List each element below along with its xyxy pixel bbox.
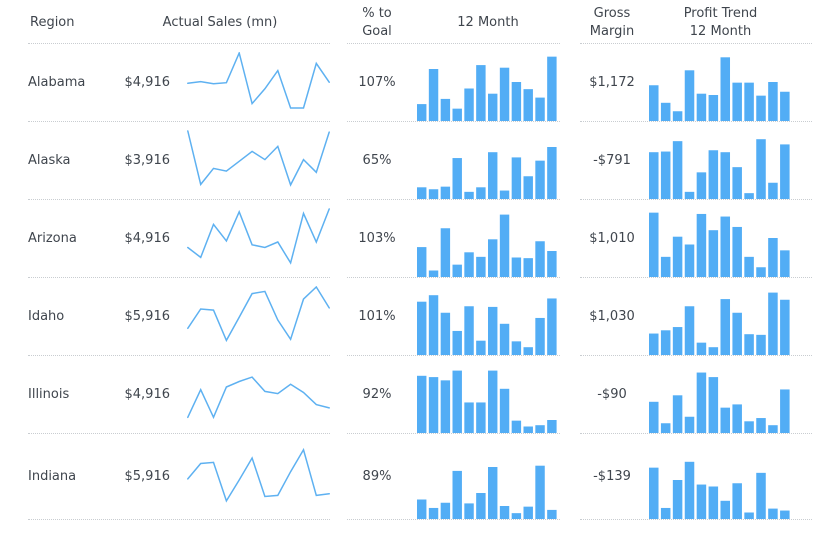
pct-to-goal-value: 92% <box>362 387 392 402</box>
table-row: Alabama $4,916 107% $1,172 <box>0 44 829 122</box>
row-group-margin: -$139 <box>580 434 812 520</box>
row-group-sales: Idaho $5,916 <box>28 278 330 356</box>
region-label: Arizona <box>28 231 77 246</box>
actual-sales-value: $4,916 <box>124 75 171 90</box>
region-label: Indiana <box>28 469 77 484</box>
pct-to-goal-value: 107% <box>358 75 396 90</box>
pct-to-goal-value: 101% <box>358 309 396 324</box>
table-row: Arizona $4,916 103% $1,010 <box>0 200 829 278</box>
region-label: Alabama <box>28 75 86 90</box>
profit-trend-bar-sparkline <box>649 356 792 433</box>
pct-to-goal-value: 65% <box>362 153 392 168</box>
sales-trend-line-sparkline <box>187 434 330 519</box>
gross-margin-value: $1,030 <box>589 309 635 324</box>
twelve-month-bar-sparkline <box>417 200 559 277</box>
row-group-margin: -$791 <box>580 122 812 200</box>
actual-sales-value: $4,916 <box>124 387 171 402</box>
region-label: Idaho <box>28 309 65 324</box>
column-header-pct-to-goal: % to Goal <box>362 6 392 39</box>
actual-sales-value: $5,916 <box>124 469 171 484</box>
row-group-margin: -$90 <box>580 356 812 434</box>
row-group-margin: $1,010 <box>580 200 812 278</box>
row-group-goal: 65% <box>347 122 560 200</box>
gross-margin-value: $1,172 <box>589 75 635 90</box>
profit-trend-bar-sparkline <box>649 44 792 121</box>
sales-trend-line-sparkline <box>187 44 330 121</box>
table-row: Indiana $5,916 89% -$139 <box>0 434 829 520</box>
header-group-sales: Region Actual Sales (mn) <box>28 0 330 44</box>
pct-to-goal-value: 103% <box>358 231 396 246</box>
kpi-table-body: Alabama $4,916 107% $1,172 Alaska $3,916… <box>0 44 829 520</box>
row-group-sales: Illinois $4,916 <box>28 356 330 434</box>
row-group-sales: Arizona $4,916 <box>28 200 330 278</box>
gross-margin-value: -$791 <box>593 153 631 168</box>
column-header-actual-sales: Actual Sales (mn) <box>162 14 278 30</box>
row-group-goal: 89% <box>347 434 560 520</box>
profit-trend-bar-sparkline <box>649 200 792 277</box>
sales-trend-line-sparkline <box>187 122 330 199</box>
header-group-margin: Gross Margin Profit Trend 12 Month <box>580 0 812 44</box>
twelve-month-bar-sparkline <box>417 44 559 121</box>
gross-margin-value: $1,010 <box>589 231 635 246</box>
row-group-goal: 101% <box>347 278 560 356</box>
sales-trend-line-sparkline <box>187 200 330 277</box>
row-group-margin: $1,172 <box>580 44 812 122</box>
sales-trend-line-sparkline <box>187 356 330 433</box>
profit-trend-bar-sparkline <box>649 434 792 519</box>
twelve-month-bar-sparkline <box>417 122 559 199</box>
column-header-gross-margin: Gross Margin <box>589 6 635 39</box>
gross-margin-value: -$139 <box>593 469 631 484</box>
column-header-profit-trend: Profit Trend 12 Month <box>683 6 758 39</box>
row-group-sales: Indiana $5,916 <box>28 434 330 520</box>
column-header-region: Region <box>30 14 75 30</box>
header-group-goal: % to Goal 12 Month <box>347 0 560 44</box>
row-group-sales: Alaska $3,916 <box>28 122 330 200</box>
profit-trend-bar-sparkline <box>649 122 792 199</box>
row-group-sales: Alabama $4,916 <box>28 44 330 122</box>
row-group-goal: 103% <box>347 200 560 278</box>
table-row: Idaho $5,916 101% $1,030 <box>0 278 829 356</box>
twelve-month-bar-sparkline <box>417 434 559 519</box>
table-row: Alaska $3,916 65% -$791 <box>0 122 829 200</box>
actual-sales-value: $5,916 <box>124 309 171 324</box>
region-label: Alaska <box>28 153 71 168</box>
row-group-margin: $1,030 <box>580 278 812 356</box>
region-label: Illinois <box>28 387 70 402</box>
twelve-month-bar-sparkline <box>417 278 559 355</box>
actual-sales-value: $3,916 <box>124 153 171 168</box>
twelve-month-bar-sparkline <box>417 356 559 433</box>
sales-trend-line-sparkline <box>187 278 330 355</box>
profit-trend-bar-sparkline <box>649 278 792 355</box>
row-group-goal: 92% <box>347 356 560 434</box>
table-header: Region Actual Sales (mn) % to Goal 12 Mo… <box>0 0 829 44</box>
table-row: Illinois $4,916 92% -$90 <box>0 356 829 434</box>
gross-margin-value: -$90 <box>597 387 627 402</box>
column-header-twelve-month: 12 Month <box>457 14 519 30</box>
pct-to-goal-value: 89% <box>362 469 392 484</box>
actual-sales-value: $4,916 <box>124 231 171 246</box>
row-group-goal: 107% <box>347 44 560 122</box>
